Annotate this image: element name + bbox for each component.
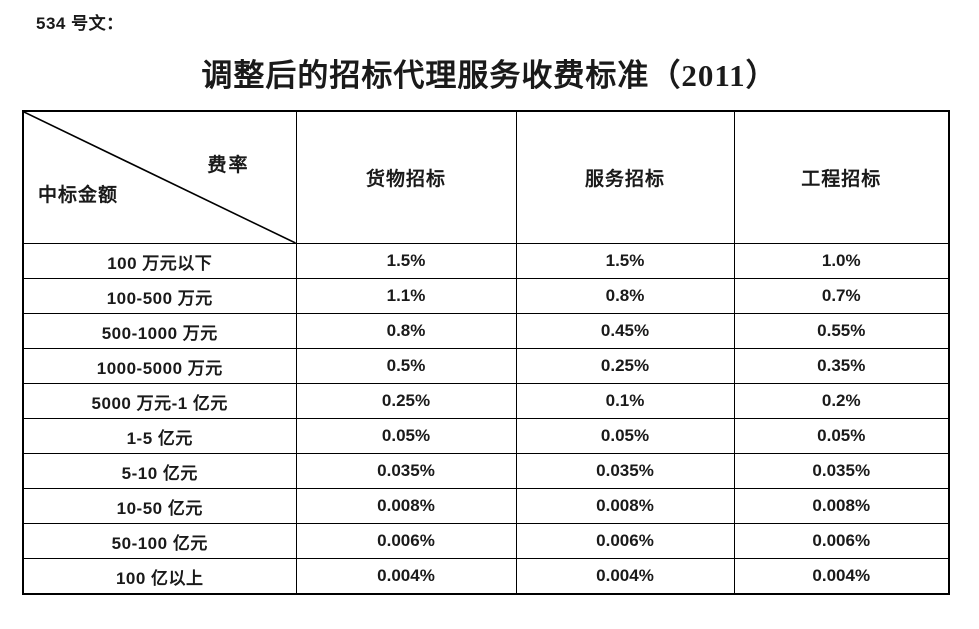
service-rate-cell: 0.45% xyxy=(515,313,735,349)
amount-cell: 100 万元以下 xyxy=(22,243,297,279)
goods-rate-cell: 1.5% xyxy=(295,243,517,279)
table-row: 1-5 亿元 0.05% 0.05% 0.05% xyxy=(22,418,950,454)
goods-rate-cell: 0.006% xyxy=(295,523,517,559)
page-title: 调整后的招标代理服务收费标准（2011） xyxy=(201,58,778,93)
fee-standard-table: 费率 中标金额 货物招标 服务招标 工程招标 100 万元以下 1.5% 1.5… xyxy=(22,110,950,595)
engineering-rate-cell: 0.035% xyxy=(733,453,950,489)
table-row: 500-1000 万元 0.8% 0.45% 0.55% xyxy=(22,313,950,349)
goods-rate-cell: 0.008% xyxy=(295,488,517,524)
table-row: 50-100 亿元 0.006% 0.006% 0.006% xyxy=(22,523,950,559)
service-rate-cell: 0.1% xyxy=(515,383,735,419)
diagonal-divider-line xyxy=(24,112,296,243)
goods-rate-cell: 0.8% xyxy=(295,313,517,349)
table-row: 100 万元以下 1.5% 1.5% 1.0% xyxy=(22,243,950,279)
amount-cell: 100 亿以上 xyxy=(22,558,297,595)
doc-number-label: 534 号文： xyxy=(36,14,124,33)
amount-cell: 50-100 亿元 xyxy=(22,523,297,559)
table-row: 1000-5000 万元 0.5% 0.25% 0.35% xyxy=(22,348,950,384)
amount-cell: 500-1000 万元 xyxy=(22,313,297,349)
goods-rate-cell: 0.004% xyxy=(295,558,517,595)
table-header-row: 费率 中标金额 货物招标 服务招标 工程招标 xyxy=(22,110,950,244)
amount-cell: 1000-5000 万元 xyxy=(22,348,297,384)
goods-rate-cell: 0.5% xyxy=(295,348,517,384)
amount-cell: 10-50 亿元 xyxy=(22,488,297,524)
table-row: 10-50 亿元 0.008% 0.008% 0.008% xyxy=(22,488,950,524)
engineering-rate-cell: 0.55% xyxy=(733,313,950,349)
engineering-rate-cell: 0.05% xyxy=(733,418,950,454)
corner-fee-rate-label: 费率 xyxy=(207,155,250,176)
amount-cell: 5-10 亿元 xyxy=(22,453,297,489)
amount-cell: 5000 万元-1 亿元 xyxy=(22,383,297,419)
service-rate-cell: 0.004% xyxy=(515,558,735,595)
column-header-engineering-bidding: 工程招标 xyxy=(733,110,950,244)
goods-rate-cell: 0.25% xyxy=(295,383,517,419)
service-rate-cell: 0.8% xyxy=(515,278,735,314)
amount-cell: 1-5 亿元 xyxy=(22,418,297,454)
table-row: 100-500 万元 1.1% 0.8% 0.7% xyxy=(22,278,950,314)
corner-header-cell: 费率 中标金额 xyxy=(22,110,297,244)
service-rate-cell: 0.25% xyxy=(515,348,735,384)
amount-cell: 100-500 万元 xyxy=(22,278,297,314)
service-rate-cell: 0.035% xyxy=(515,453,735,489)
table-row: 5000 万元-1 亿元 0.25% 0.1% 0.2% xyxy=(22,383,950,419)
engineering-rate-cell: 0.35% xyxy=(733,348,950,384)
column-header-goods-bidding: 货物招标 xyxy=(295,110,517,244)
table-row: 100 亿以上 0.004% 0.004% 0.004% xyxy=(22,558,950,595)
engineering-rate-cell: 0.7% xyxy=(733,278,950,314)
goods-rate-cell: 0.05% xyxy=(295,418,517,454)
service-rate-cell: 0.05% xyxy=(515,418,735,454)
goods-rate-cell: 1.1% xyxy=(295,278,517,314)
corner-bid-amount-label: 中标金额 xyxy=(38,185,119,206)
service-rate-cell: 0.008% xyxy=(515,488,735,524)
engineering-rate-cell: 0.2% xyxy=(733,383,950,419)
service-rate-cell: 1.5% xyxy=(515,243,735,279)
engineering-rate-cell: 0.008% xyxy=(733,488,950,524)
engineering-rate-cell: 0.006% xyxy=(733,523,950,559)
goods-rate-cell: 0.035% xyxy=(295,453,517,489)
table-row: 5-10 亿元 0.035% 0.035% 0.035% xyxy=(22,453,950,489)
engineering-rate-cell: 1.0% xyxy=(733,243,950,279)
engineering-rate-cell: 0.004% xyxy=(733,558,950,595)
service-rate-cell: 0.006% xyxy=(515,523,735,559)
column-header-service-bidding: 服务招标 xyxy=(515,110,735,244)
